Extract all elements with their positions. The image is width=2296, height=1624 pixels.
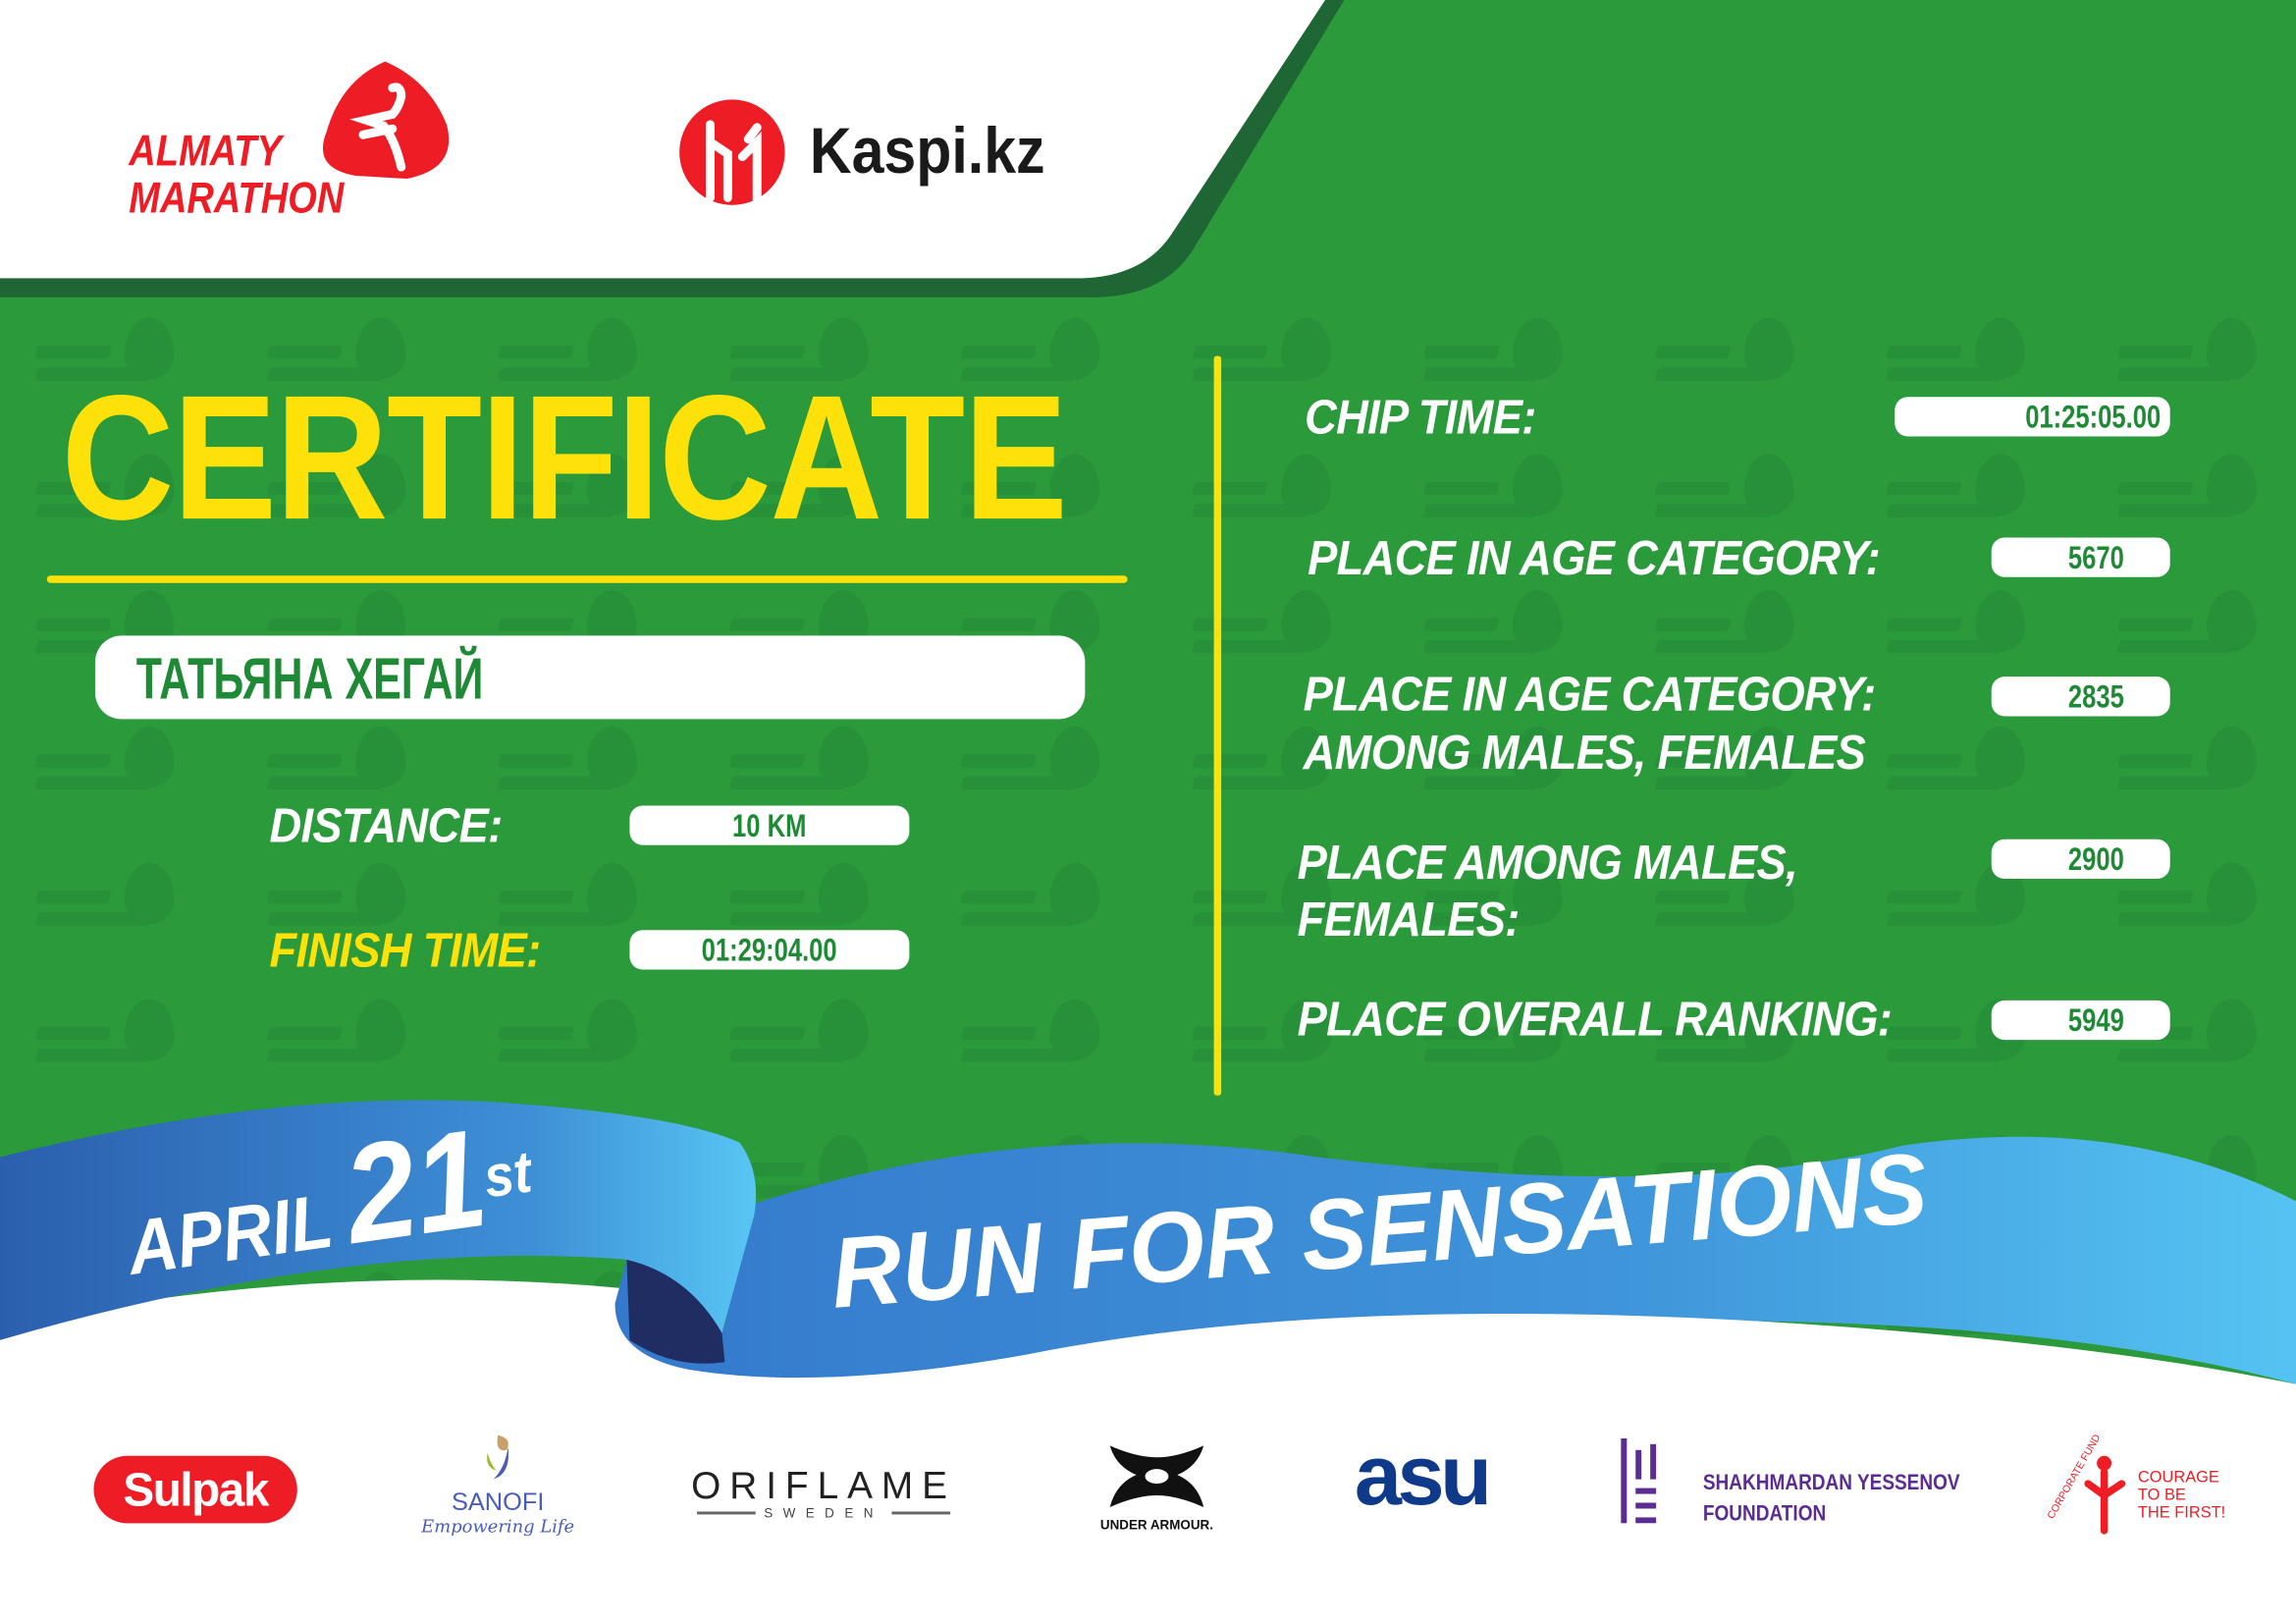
courage-line-2: TO BE [2137, 1487, 2186, 1504]
sanofi-bird-icon [487, 1435, 509, 1480]
sulpak-logo: Sulpak [93, 1455, 297, 1524]
participant-name-box: ТАТЬЯНА ХЕГАЙ [94, 635, 1086, 720]
participant-name: ТАТЬЯНА ХЕГАЙ [135, 647, 484, 712]
age-place-value: 5670 [2067, 538, 2124, 576]
asu-logo: asu [1354, 1428, 1492, 1524]
under-armour-icon [1109, 1445, 1204, 1507]
overall-label: PLACE OVERALL RANKING: [1297, 991, 1893, 1047]
oriflame-wordmark: ORIFLAME [691, 1463, 957, 1507]
kaspi-wordmark: Kaspi.kz [809, 115, 1045, 188]
distance-value-box: 10 KM [629, 805, 910, 845]
under-armour-logo: UNDER ARMOUR. [1076, 1442, 1237, 1532]
oriflame-sub: SWEDEN [764, 1505, 883, 1521]
under-armour-wordmark: UNDER ARMOUR. [1099, 1517, 1213, 1533]
logo-line-2: MARATHON [129, 174, 345, 223]
oriflame-rule-right [891, 1511, 951, 1515]
courage-fund-logo: CORPORATE FUND COURAGE TO BE THE FIRST! [2047, 1434, 2226, 1538]
almaty-marathon-logo: ALMATY MARATHON [129, 59, 465, 235]
event-month: APRIL [122, 1179, 337, 1292]
gender-place-value-box: 2900 [1991, 839, 2170, 880]
age-gender-place-value: 2835 [2067, 677, 2124, 715]
gender-place-value: 2900 [2067, 840, 2124, 878]
age-place-label: PLACE IN AGE CATEGORY: [1308, 529, 1881, 585]
chip-time-value-box: 01:25:05.00 [1895, 397, 2170, 437]
overall-value-box: 5949 [1991, 1000, 2170, 1041]
sanofi-tagline: Empowering Life [421, 1515, 575, 1537]
age-gender-place-value-box: 2835 [1991, 677, 2170, 717]
oriflame-logo: ORIFLAME SWEDEN [688, 1463, 959, 1521]
kaspi-people-icon [679, 99, 785, 205]
yessenov-bars-icon [1621, 1437, 1657, 1524]
chip-time-value: 01:25:05.00 [2025, 398, 2162, 436]
courage-runner-icon [2084, 1455, 2126, 1535]
sanofi-wordmark: SANOFI [451, 1488, 545, 1516]
yessenov-line-1: SHAKHMARDAN YESSENOV [1702, 1470, 1960, 1496]
yessenov-line-2: FOUNDATION [1702, 1501, 1827, 1527]
courage-line-1: COURAGE [2137, 1469, 2219, 1488]
sanofi-logo: SANOFI Empowering Life [417, 1433, 578, 1549]
overall-value: 5949 [2067, 1001, 2124, 1039]
distance-label: DISTANCE: [269, 797, 503, 853]
certificate-title: CERTIFICATE [61, 356, 1068, 557]
distance-value: 10 KM [732, 806, 807, 844]
finish-time-value-box: 01:29:04.00 [629, 930, 910, 970]
event-day-suffix: st [479, 1140, 536, 1211]
yessenov-foundation-logo: SHAKHMARDAN YESSENOV FOUNDATION [1618, 1437, 1960, 1526]
age-gender-place-label-2: AMONG MALES, FEMALES [1303, 725, 1866, 780]
gender-place-label-2: FEMALES: [1297, 892, 1521, 947]
age-place-value-box: 5670 [1991, 537, 2170, 577]
chip-time-label: CHIP TIME: [1305, 389, 1536, 444]
vertical-divider [1213, 355, 1222, 1096]
event-day: 21 [335, 1101, 496, 1274]
courage-line-3: THE FIRST! [2137, 1503, 2226, 1522]
oriflame-rule-left [696, 1511, 756, 1515]
finish-time-label: FINISH TIME: [269, 922, 541, 977]
title-underline [46, 575, 1128, 583]
logo-line-1: ALMATY [129, 127, 282, 177]
runner-drop-icon [322, 61, 450, 179]
finish-time-value: 01:29:04.00 [701, 931, 837, 969]
age-gender-place-label-1: PLACE IN AGE CATEGORY: [1303, 666, 1877, 721]
kaspi-logo: Kaspi.kz [678, 98, 1074, 208]
gender-place-label-1: PLACE AMONG MALES, [1297, 835, 1798, 890]
